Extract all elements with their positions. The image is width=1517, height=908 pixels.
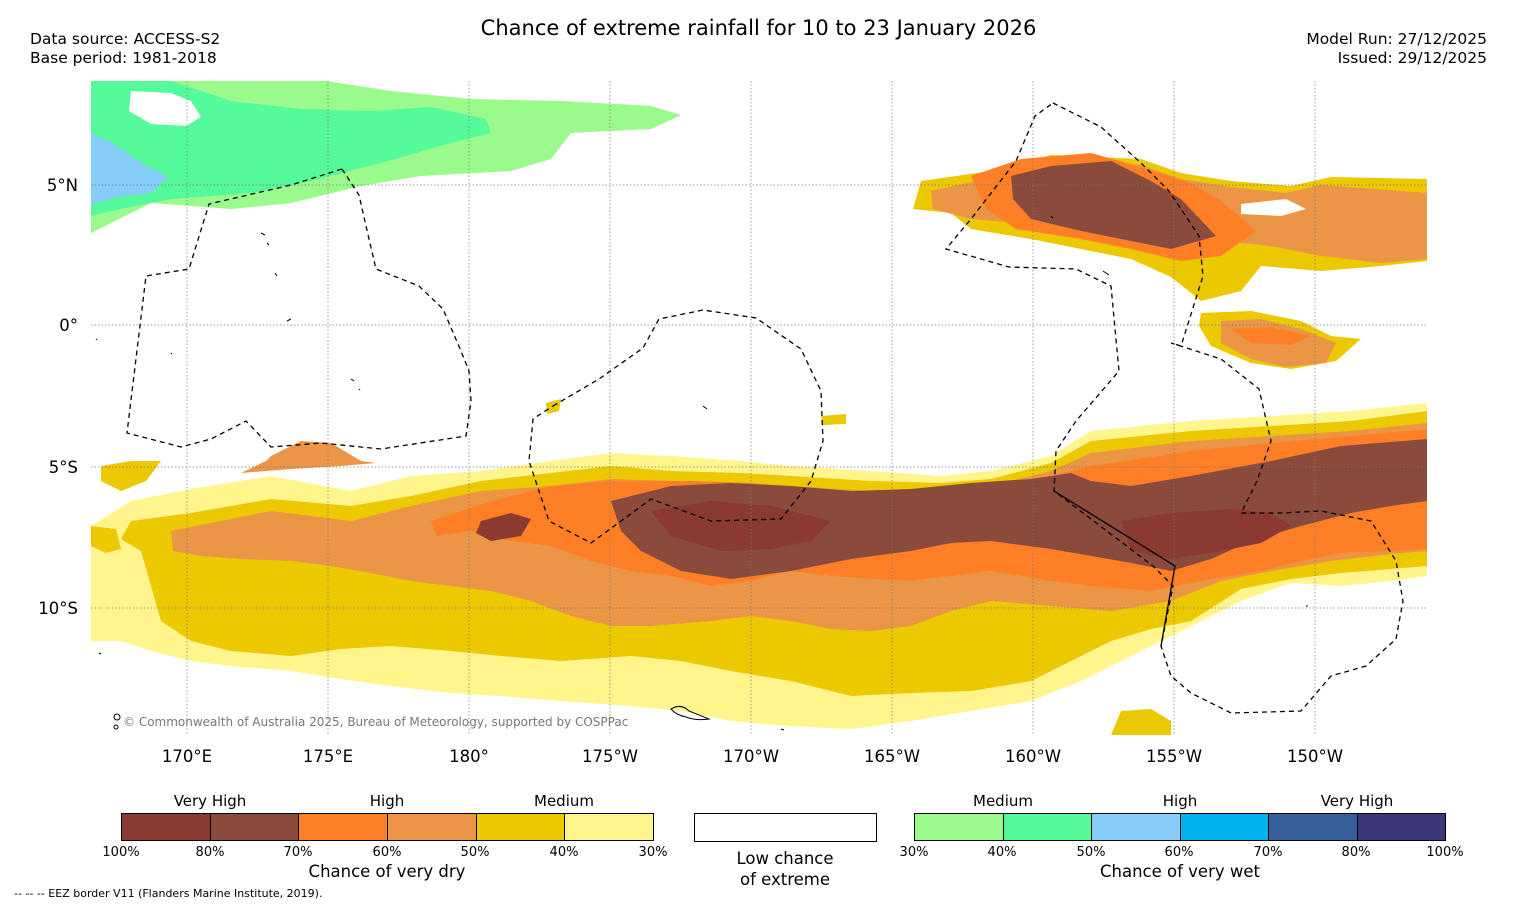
dry-swatch bbox=[299, 814, 389, 840]
dry-category-label: Very High bbox=[173, 792, 247, 810]
lon-label: 160°W bbox=[1004, 747, 1062, 766]
dry-swatch bbox=[122, 814, 211, 840]
lat-label: 0° bbox=[59, 316, 78, 335]
lat-label: 10°S bbox=[38, 599, 78, 618]
low-chance-label: Low chance of extreme bbox=[685, 848, 885, 890]
wet-swatch bbox=[915, 814, 1004, 840]
lon-label: 175°W bbox=[581, 747, 639, 766]
dry-swatch bbox=[476, 814, 566, 840]
dry-areas bbox=[91, 153, 1427, 735]
wet-category-label: Medium bbox=[973, 792, 1033, 810]
dry-tick: 40% bbox=[549, 845, 579, 860]
lon-label: 170°W bbox=[722, 747, 780, 766]
lon-label: 155°W bbox=[1145, 747, 1203, 766]
wet-swatch bbox=[1003, 814, 1092, 840]
lon-label: 165°W bbox=[863, 747, 921, 766]
dry-tick: 100% bbox=[102, 845, 140, 860]
wet-category-label: Very High bbox=[1320, 792, 1394, 810]
wet-tick: 100% bbox=[1426, 845, 1464, 860]
dry-category-label: Medium bbox=[534, 792, 594, 810]
dry-legend-title: Chance of very dry bbox=[308, 862, 466, 881]
map-title: Chance of extreme rainfall for 10 to 23 … bbox=[480, 16, 1037, 40]
lon-label: 175°E bbox=[302, 747, 354, 766]
wet-tick: 50% bbox=[1076, 845, 1106, 860]
wet-legend-title: Chance of very wet bbox=[1100, 862, 1260, 881]
dry-tick: 30% bbox=[638, 845, 668, 860]
low-chance-line2: of extreme bbox=[739, 870, 831, 889]
dry-swatch bbox=[210, 814, 300, 840]
dry-tick: 70% bbox=[283, 845, 313, 860]
data-source: Data source: ACCESS-S2 bbox=[30, 30, 221, 48]
dry-tick: 60% bbox=[372, 845, 402, 860]
eez-borders bbox=[126, 102, 1404, 714]
map-copyright: © Commonwealth of Australia 2025, Bureau… bbox=[123, 715, 628, 729]
wet-tick: 30% bbox=[899, 845, 929, 860]
dry-tick: 50% bbox=[460, 845, 490, 860]
wet-swatch bbox=[1357, 814, 1445, 840]
wet-tick: 70% bbox=[1253, 845, 1283, 860]
wet-swatch bbox=[1269, 814, 1358, 840]
model-run: Model Run: 27/12/2025 bbox=[1306, 30, 1487, 48]
islands bbox=[95, 215, 1308, 731]
dry-colorbar bbox=[121, 813, 654, 841]
wet-tick: 80% bbox=[1341, 845, 1371, 860]
dry-swatch bbox=[565, 814, 654, 840]
lon-label: 150°W bbox=[1286, 747, 1344, 766]
lon-label: 170°E bbox=[161, 747, 213, 766]
low-chance-swatch bbox=[694, 813, 877, 842]
lat-label: 5°N bbox=[46, 176, 78, 195]
wet-tick: 60% bbox=[1164, 845, 1194, 860]
lat-label: 5°S bbox=[48, 458, 78, 477]
eez-footnote: -- -- -- EEZ border V11 (Flanders Marine… bbox=[14, 887, 323, 900]
issued-date: Issued: 29/12/2025 bbox=[1337, 49, 1487, 67]
wet-colorbar bbox=[914, 813, 1446, 841]
wet-areas bbox=[91, 81, 681, 233]
lon-label: 180° bbox=[449, 747, 489, 766]
dry-swatch bbox=[388, 814, 477, 840]
eez-solid-border bbox=[1053, 490, 1176, 647]
low-chance-line1: Low chance bbox=[736, 849, 834, 868]
run-info: Model Run: 27/12/2025 Issued: 29/12/2025 bbox=[1306, 30, 1487, 68]
wet-swatch bbox=[1180, 814, 1269, 840]
wet-tick: 40% bbox=[987, 845, 1017, 860]
dry-tick: 80% bbox=[195, 845, 225, 860]
graticule bbox=[91, 81, 1427, 735]
rainfall-map: © Commonwealth of Australia 2025, Bureau… bbox=[91, 81, 1427, 735]
wet-swatch bbox=[1092, 814, 1181, 840]
base-period: Base period: 1981-2018 bbox=[30, 49, 217, 67]
wet-category-label: High bbox=[1162, 792, 1198, 810]
data-info: Data source: ACCESS-S2 Base period: 1981… bbox=[30, 30, 220, 68]
dry-category-label: High bbox=[369, 792, 405, 810]
